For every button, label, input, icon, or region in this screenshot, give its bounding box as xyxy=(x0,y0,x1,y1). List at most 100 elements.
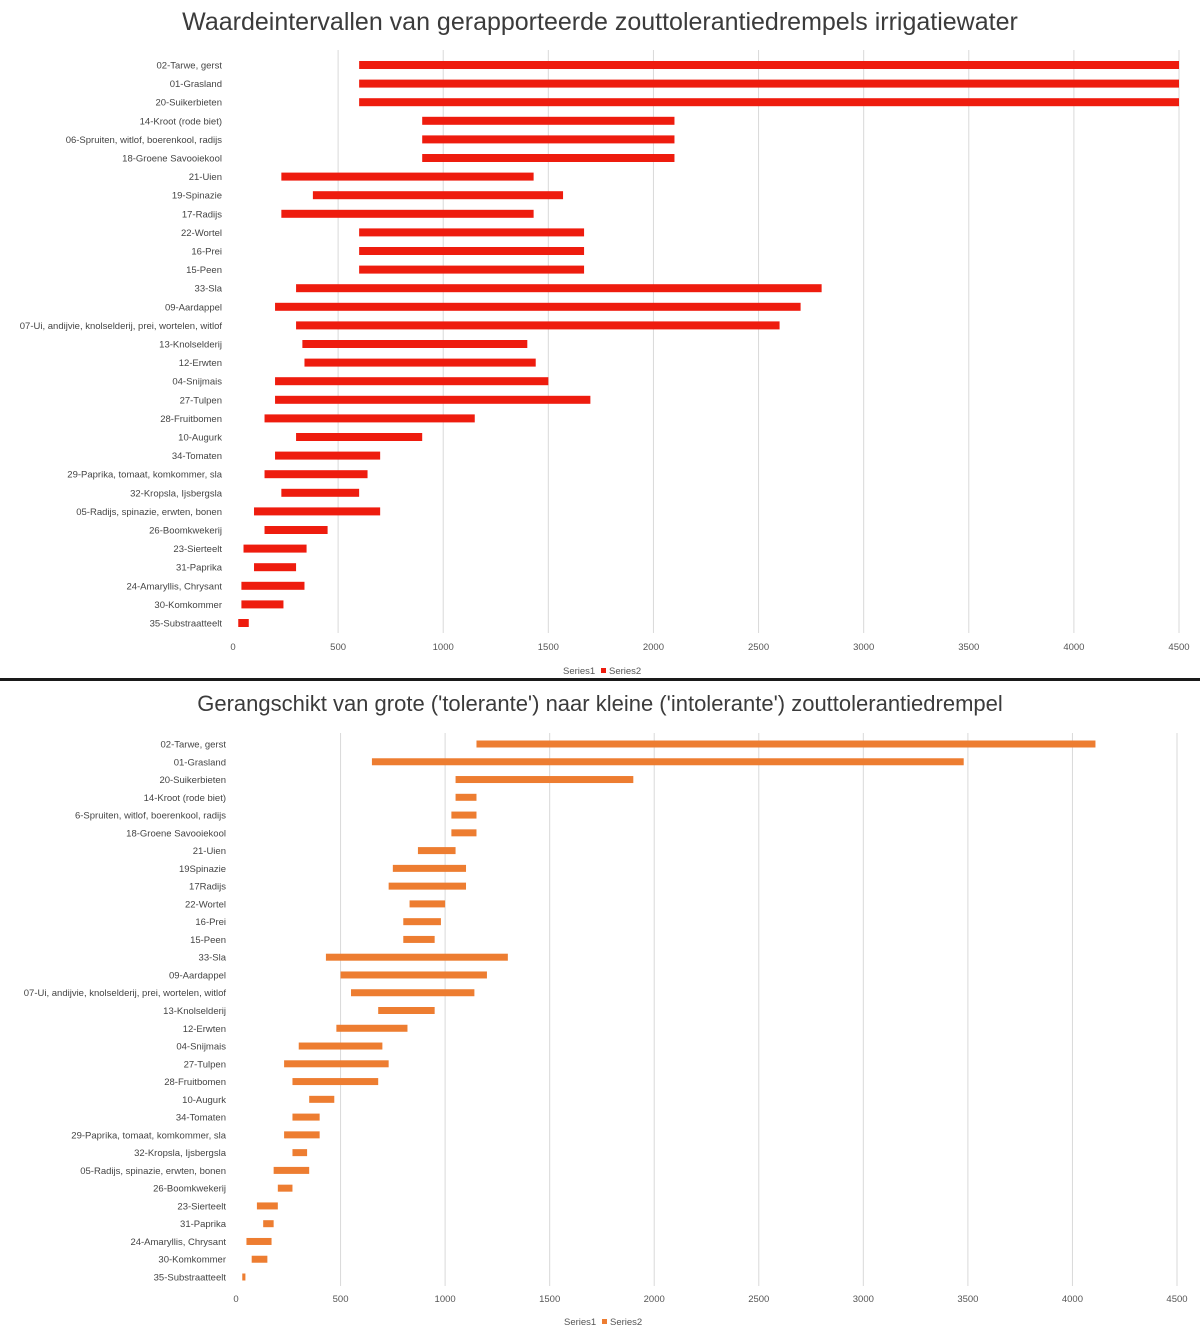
category-label: 31-Paprika xyxy=(176,563,223,574)
bar xyxy=(388,882,467,890)
bar xyxy=(264,414,475,423)
bar xyxy=(281,209,534,218)
category-label: 19-Spinazie xyxy=(172,191,222,202)
bar xyxy=(254,507,381,516)
bar xyxy=(275,302,801,311)
bar xyxy=(284,1060,389,1068)
bar xyxy=(246,1237,272,1245)
category-label: 27-Tulpen xyxy=(180,395,222,406)
category-label: 26-Boomkwekerij xyxy=(149,526,222,537)
x-tick-label: 4500 xyxy=(1168,642,1189,653)
category-label: 23-Sierteelt xyxy=(173,544,222,555)
x-tick-label: 1500 xyxy=(538,642,559,653)
category-label: 16-Prei xyxy=(195,917,226,928)
x-tick-label: 500 xyxy=(330,642,346,653)
category-label: 09-Aardappel xyxy=(165,302,222,313)
category-label: 35-Substraatteelt xyxy=(154,1273,227,1284)
bar xyxy=(277,1184,293,1192)
bar-chart-top: 0 500 1000 1500 2000 2500 3000 3500 4000 4500 02-T… xyxy=(20,50,1190,677)
bar xyxy=(304,358,536,367)
chart-title: Gerangschikt van grote ('tolerante') naa… xyxy=(197,691,1003,716)
x-tick-label: 0 xyxy=(230,642,235,653)
bar xyxy=(359,79,1180,88)
bar xyxy=(359,247,585,255)
bar xyxy=(251,1255,268,1263)
category-label: 02-Tarwe, gerst xyxy=(157,61,223,72)
category-label: 27-Tulpen xyxy=(184,1059,226,1070)
bar xyxy=(455,793,477,801)
bar xyxy=(256,1202,278,1210)
category-label: 28-Fruitbomen xyxy=(160,414,222,425)
category-label: 24-Amaryllis, Chrysant xyxy=(130,1237,226,1248)
bar xyxy=(451,811,477,819)
chart-title: Waardeintervallen van gerapporteerde zou… xyxy=(182,8,1018,36)
category-label: 10-Augurk xyxy=(182,1095,226,1106)
category-label: 05-Radijs, spinazie, erwten, bonen xyxy=(76,507,222,518)
category-label: 20-Suikerbieten xyxy=(159,775,226,786)
bar xyxy=(409,900,446,908)
category-label: 04-Snijmais xyxy=(176,1042,226,1053)
category-label: 35-Substraatteelt xyxy=(150,619,223,630)
category-label: 6-Spruiten, witlof, boerenkool, radijs xyxy=(75,811,226,822)
category-label: 17Radijs xyxy=(189,882,226,893)
category-label: 05-Radijs, spinazie, erwten, bonen xyxy=(80,1166,226,1177)
x-tick-label: 3500 xyxy=(958,642,979,653)
category-label: 20-Suikerbieten xyxy=(155,98,222,109)
legend: Series1 Series2 xyxy=(563,666,641,677)
bar xyxy=(336,1024,408,1032)
bar xyxy=(371,758,964,766)
x-tick-label: 500 xyxy=(333,1294,349,1305)
bar xyxy=(292,1078,379,1086)
bar xyxy=(263,1220,274,1228)
bar xyxy=(403,918,441,926)
x-tick-label: 4000 xyxy=(1063,642,1084,653)
x-tick-label: 0 xyxy=(233,1294,238,1305)
category-label: 09-Aardappel xyxy=(169,970,226,981)
bar xyxy=(264,526,328,534)
bar xyxy=(451,829,477,837)
category-label: 29-Paprika, tomaat, komkommer, sla xyxy=(71,1130,226,1141)
bar xyxy=(359,228,585,237)
category-label: 21-Uien xyxy=(189,172,222,183)
category-label: 01-Grasland xyxy=(174,757,226,768)
bar xyxy=(296,433,423,441)
bar xyxy=(275,395,591,404)
x-tick-label: 1500 xyxy=(539,1294,560,1305)
bar xyxy=(275,451,381,460)
x-tick-label: 2500 xyxy=(748,642,769,653)
category-label: 22-Wortel xyxy=(185,899,226,910)
category-label: 28-Fruitbomen xyxy=(164,1077,226,1088)
category-label: 34-Tomaten xyxy=(172,451,222,462)
chart-panel-top: Waardeintervallen van gerapporteerde zou… xyxy=(19,8,1190,677)
category-label: 33-Sla xyxy=(199,953,227,964)
bar xyxy=(417,847,456,855)
panel-divider xyxy=(0,678,1200,681)
bar xyxy=(298,1042,383,1050)
category-label: 30-Komkommer xyxy=(154,600,222,611)
category-label: 01-Grasland xyxy=(170,79,222,90)
bar xyxy=(296,321,780,330)
category-label: 16-Prei xyxy=(191,247,222,258)
bar xyxy=(242,1273,246,1281)
category-label: 12-Erwten xyxy=(183,1024,226,1035)
bar xyxy=(422,154,675,162)
x-tick-label: 1000 xyxy=(433,642,454,653)
category-label: 23-Sierteelt xyxy=(177,1201,226,1212)
category-label: 12-Erwten xyxy=(179,358,222,369)
bar xyxy=(238,619,249,627)
category-label: 34-Tomaten xyxy=(176,1113,226,1124)
category-label: 26-Boomkwekerij xyxy=(153,1184,226,1195)
bar xyxy=(340,971,487,979)
bar xyxy=(392,864,467,872)
bar xyxy=(455,776,634,784)
legend-series1-label: Series1 xyxy=(564,1317,596,1328)
bar xyxy=(378,1007,435,1014)
legend-series2-label: Series2 xyxy=(609,666,641,677)
category-label: 13-Knolselderij xyxy=(159,340,222,351)
category-label: 19Spinazie xyxy=(179,864,226,875)
bar xyxy=(302,340,528,348)
bar xyxy=(309,1095,335,1103)
category-label: 13-Knolselderij xyxy=(163,1006,226,1017)
category-label: 07-Ui, andijvie, knolselderij, prei, wor… xyxy=(20,321,223,332)
category-label: 18-Groene Savooiekool xyxy=(126,828,226,839)
